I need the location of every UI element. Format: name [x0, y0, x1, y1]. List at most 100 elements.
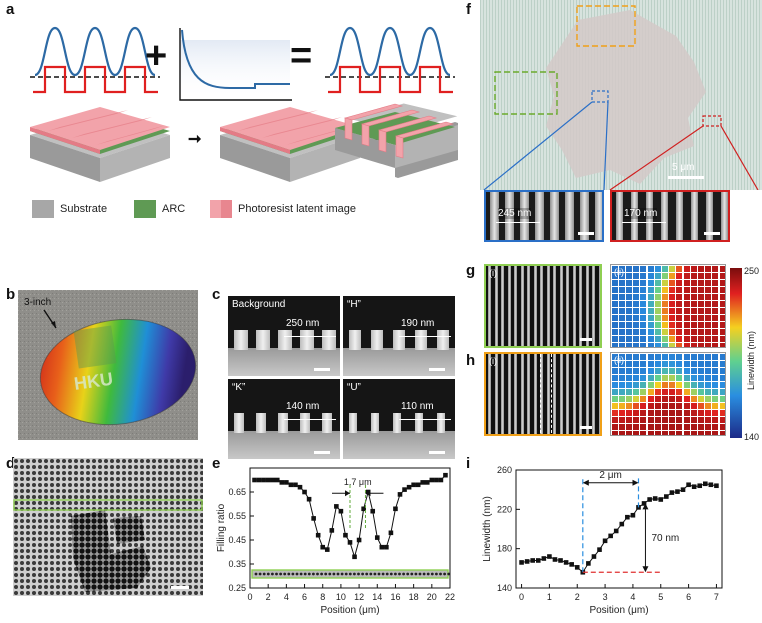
map-cell: [712, 381, 719, 388]
data-point: [415, 482, 421, 488]
map-cell: [661, 328, 669, 335]
sem-line: [661, 192, 668, 240]
map-cell: [697, 423, 705, 430]
sem-detail: (i): [484, 264, 602, 348]
map-cell: [683, 314, 690, 321]
map-cell: [654, 328, 661, 335]
map-cell: [661, 416, 669, 423]
legend-arc: ARC: [162, 203, 186, 215]
strip-dot: [394, 572, 397, 576]
scale-bar: [704, 232, 720, 235]
map-cell: [697, 272, 705, 279]
strip-dot: [295, 572, 299, 576]
map-cell: [618, 307, 625, 314]
map-cell: [611, 367, 618, 374]
map-cell: [697, 430, 705, 435]
span-label: 2 μm: [599, 470, 621, 481]
legend-arc-swatch: [134, 200, 156, 218]
plot-frame: [249, 467, 451, 589]
panel-label-d: d: [6, 455, 16, 472]
width-arrow: [284, 419, 336, 420]
map-cell: [697, 353, 705, 360]
panel-b-wafer-photo: HKU 3-inch: [18, 290, 198, 440]
data-point: [388, 530, 394, 536]
map-cell: [719, 360, 725, 367]
strip-dot: [439, 572, 442, 576]
subpanel-label: (ii): [614, 267, 624, 277]
sem-width-label: 170 nm: [624, 208, 658, 219]
map-cell: [712, 374, 719, 381]
map-cell: [661, 335, 669, 342]
sem-line: [595, 192, 602, 240]
sem-line: [256, 330, 270, 350]
map-cell: [676, 360, 683, 367]
map-cell: [683, 430, 690, 435]
map-cell: [719, 328, 725, 335]
map-cell: [669, 367, 676, 374]
map-cell: [640, 395, 647, 402]
map-cell: [705, 342, 712, 347]
map-cell: [618, 423, 625, 430]
map-cell: [640, 307, 647, 314]
sem-line: [520, 354, 524, 434]
map-cell: [625, 265, 633, 272]
map-cell: [683, 402, 690, 409]
data-point: [265, 477, 271, 483]
map-cell: [647, 335, 654, 342]
map-cell: [697, 416, 705, 423]
strip-dot: [271, 572, 274, 576]
y-tick-label: 0.45: [228, 535, 246, 545]
map-cell: [611, 335, 618, 342]
data-point: [686, 482, 691, 488]
data-point: [691, 484, 697, 490]
map-cell: [647, 416, 654, 423]
svg-text:+: +: [145, 35, 167, 77]
map-cell: [669, 381, 676, 388]
sem-line: [520, 192, 529, 240]
sem-line: [585, 354, 589, 434]
sem-zoom: 245 nm: [484, 190, 604, 242]
map-cell: [683, 388, 690, 395]
map-cell: [661, 409, 669, 416]
map-cell: [654, 374, 661, 381]
sem-line: [535, 192, 544, 240]
map-cell: [611, 409, 618, 416]
sem-line: [631, 192, 638, 240]
data-point: [302, 489, 307, 495]
data-point: [311, 516, 316, 521]
map-cell: [669, 279, 676, 286]
map-cell: [661, 423, 669, 430]
map-cell: [618, 360, 625, 367]
map-cell: [618, 388, 625, 395]
map-cell: [705, 279, 712, 286]
map-cell: [697, 293, 705, 300]
map-cell: [669, 286, 676, 293]
map-cell: [618, 300, 625, 307]
latent-profile-3: [328, 65, 453, 94]
map-cell: [697, 381, 705, 388]
sem-line: [706, 192, 713, 240]
data-point: [261, 477, 266, 483]
map-cell: [719, 374, 725, 381]
strip-dot: [275, 572, 278, 576]
wafer-block-1: [30, 107, 170, 182]
map-cell: [712, 416, 719, 423]
map-cell: [683, 342, 690, 347]
data-point: [569, 562, 574, 567]
map-cell: [683, 286, 690, 293]
data-point: [256, 477, 262, 483]
map-cell: [633, 388, 640, 395]
map-cell: [654, 430, 661, 435]
map-cell: [712, 388, 719, 395]
y-tick-label: 0.65: [228, 487, 246, 497]
map-cell: [669, 409, 676, 416]
data-point: [424, 480, 430, 485]
map-cell: [640, 286, 647, 293]
sem-line: [322, 330, 336, 350]
map-cell: [611, 293, 618, 300]
map-cell: [661, 374, 669, 381]
map-cell: [690, 293, 697, 300]
map-cell: [712, 402, 719, 409]
y-axis-label: Linewidth (nm): [482, 496, 493, 562]
map-cell: [625, 279, 633, 286]
